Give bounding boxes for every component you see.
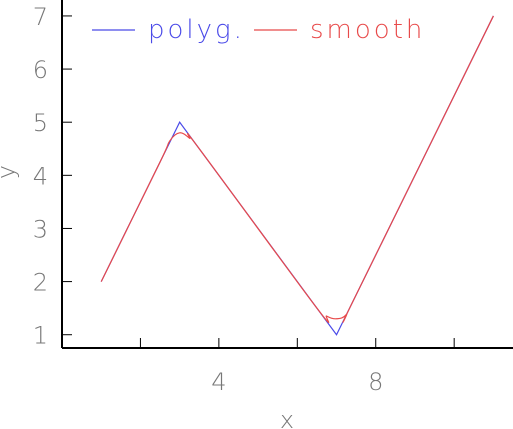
y-tick-label: 5 [33,109,48,137]
series-line-smooth [100,15,494,323]
y-tick-label: 2 [33,269,48,297]
axis-ticks [62,15,455,348]
legend-label-polyg: polyg. [148,15,245,45]
y-axis-label: y [0,165,20,179]
y-tick-label: 1 [33,322,48,350]
legend: polyg. smooth [92,15,425,45]
y-tick-label: 7 [33,3,48,31]
y-tick-label: 4 [33,162,48,190]
legend-label-smooth: smooth [310,15,425,45]
series-lines [100,15,494,336]
x-tick-label: 8 [368,368,383,396]
x-tick-label: 4 [211,368,226,396]
x-axis-label: x [280,406,294,429]
y-tick-label: 3 [33,215,48,243]
y-tick-label: 6 [33,56,48,84]
series-line-polyg [100,15,494,336]
